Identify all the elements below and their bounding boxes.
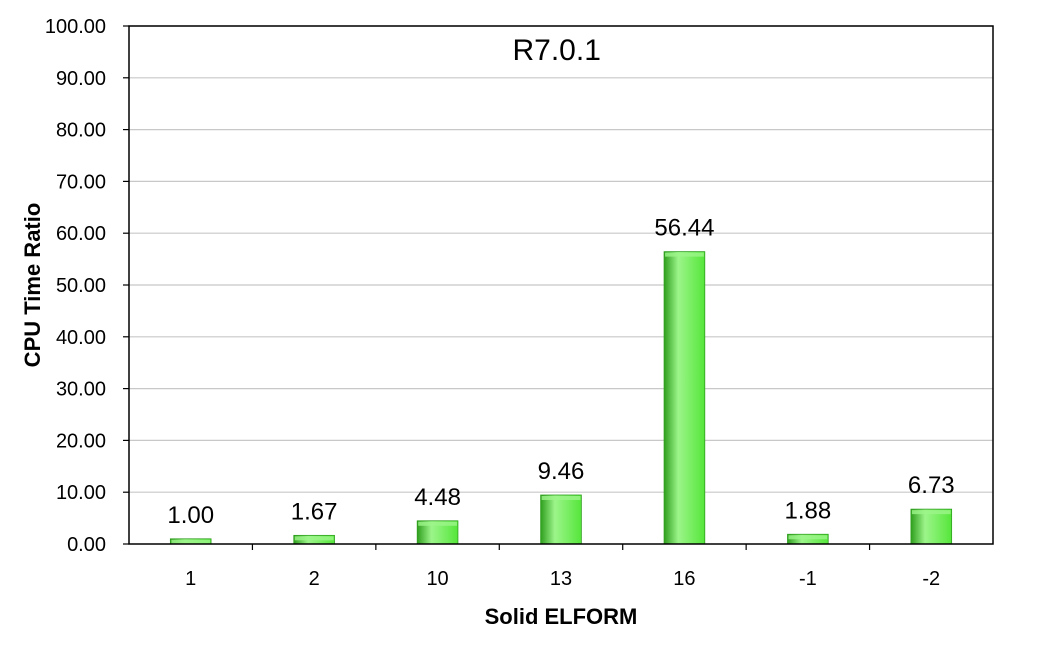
data-labels: 1.00 1.67 4.48 9.46 56.44 1.88 6.73 bbox=[167, 215, 954, 529]
y-tick-label: 60.00 bbox=[56, 223, 106, 245]
bar-highlight bbox=[665, 252, 704, 257]
bar-highlight bbox=[294, 536, 334, 541]
y-tick-label: 50.00 bbox=[56, 275, 106, 297]
y-tick-label: 70.00 bbox=[56, 171, 106, 193]
y-tick-label: 90.00 bbox=[56, 68, 106, 90]
y-tick-label: 30.00 bbox=[56, 379, 106, 401]
y-tick-label: 100.00 bbox=[45, 16, 106, 38]
bar-16 bbox=[663, 251, 706, 545]
data-label: 1.67 bbox=[291, 498, 338, 525]
bar-highlight bbox=[171, 539, 211, 544]
bar-highlight bbox=[788, 535, 828, 540]
y-tick-label: 80.00 bbox=[56, 120, 106, 142]
axis-ticks: 0.00 10.00 20.00 30.00 40.00 50.00 60.00 70.00 8… bbox=[45, 16, 940, 590]
y-tick-label: 10.00 bbox=[56, 482, 106, 504]
x-axis-title: Solid ELFORM bbox=[485, 604, 638, 629]
x-tick-label: 16 bbox=[673, 568, 695, 590]
bar-highlight bbox=[418, 521, 457, 526]
data-label: 9.46 bbox=[538, 458, 585, 485]
data-label: 6.73 bbox=[908, 472, 955, 499]
chart-title: R7.0.1 bbox=[512, 34, 600, 67]
y-tick-label: 20.00 bbox=[56, 430, 106, 452]
x-tick-label: 1 bbox=[185, 568, 196, 590]
bars bbox=[169, 251, 953, 545]
x-tick-label: -1 bbox=[799, 568, 817, 590]
x-tick-label: 2 bbox=[309, 568, 320, 590]
bar-highlight bbox=[911, 510, 951, 515]
x-tick-label: 10 bbox=[426, 568, 448, 590]
data-label: 1.00 bbox=[167, 502, 214, 529]
x-tick-label: -2 bbox=[922, 568, 940, 590]
data-label: 1.88 bbox=[784, 497, 831, 524]
y-tick-label: 0.00 bbox=[67, 534, 106, 556]
x-tick-label: 13 bbox=[550, 568, 572, 590]
y-tick-label: 40.00 bbox=[56, 327, 106, 349]
y-axis-title: CPU Time Ratio bbox=[20, 203, 45, 368]
data-label: 56.44 bbox=[654, 215, 714, 242]
bar--2 bbox=[910, 508, 953, 545]
bar-highlight bbox=[541, 495, 581, 500]
data-label: 4.48 bbox=[414, 484, 461, 511]
bar-13 bbox=[540, 494, 582, 545]
